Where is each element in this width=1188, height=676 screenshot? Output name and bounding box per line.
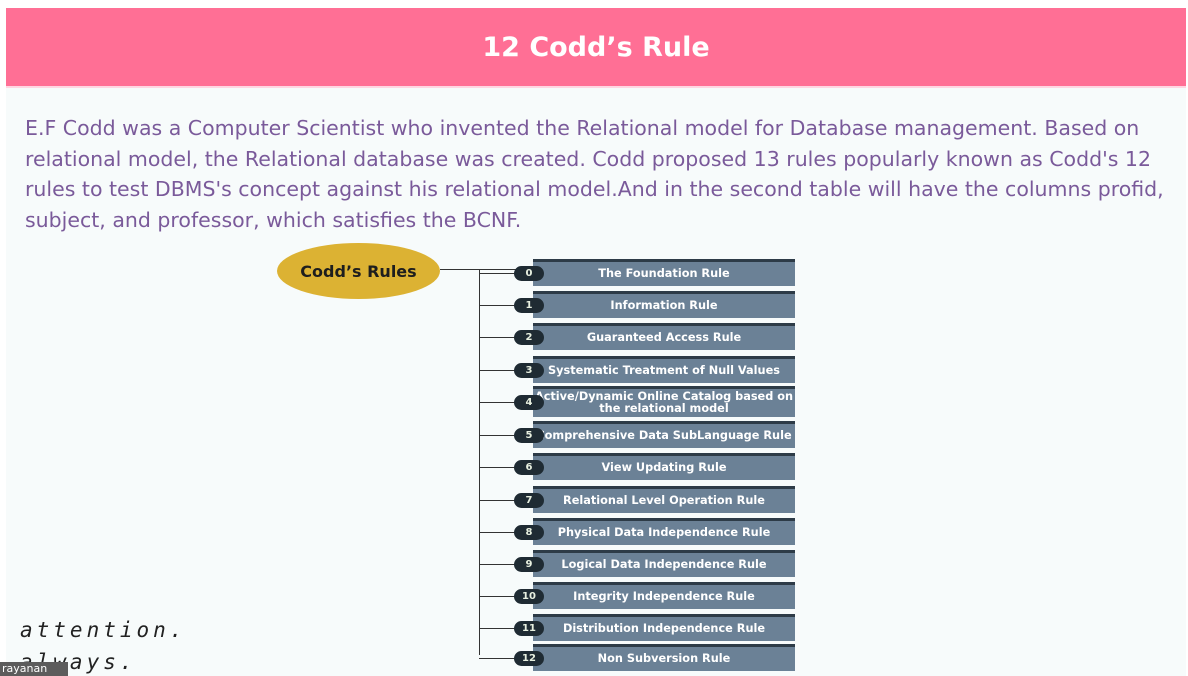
branch-line [479,628,516,629]
presenter-name-tag: rayanan [0,662,68,676]
connector-line [440,269,516,270]
rule-number-badge: 7 [514,493,544,508]
rule-box: Active/Dynamic Online Catalog based on t… [533,386,795,417]
rule-box: Logical Data Independence Rule [533,550,795,577]
rule-number-badge: 3 [514,363,544,378]
slide-paragraph: E.F Codd was a Computer Scientist who in… [25,116,1164,232]
rule-box: Relational Level Operation Rule [533,486,795,513]
rule-box: Integrity Independence Rule [533,582,795,609]
rule-number-badge: 2 [514,330,544,345]
branch-line [479,500,516,501]
rule-number-badge: 10 [514,589,544,604]
rule-box: Physical Data Independence Rule [533,518,795,545]
branch-line [479,564,516,565]
rule-number-badge: 6 [514,460,544,475]
branch-line [479,658,516,659]
slide-title-bar: 12 Codd’s Rule [6,8,1186,86]
rule-number-badge: 5 [514,428,544,443]
rule-number-badge: 4 [514,395,544,410]
rule-number-badge: 9 [514,557,544,572]
branch-line [479,337,516,338]
title-divider [6,86,1186,88]
branch-line [479,305,516,306]
branch-line [479,370,516,371]
rule-box: Systematic Treatment of Null Values [533,356,795,383]
rule-number-badge: 1 [514,298,544,313]
codd-rules-root: Codd’s Rules [277,243,440,299]
rule-number-badge: 8 [514,525,544,540]
rule-number-badge: 11 [514,621,544,636]
branch-line [479,273,516,274]
rule-box: Distribution Independence Rule [533,614,795,641]
rule-box: The Foundation Rule [533,259,795,286]
branch-line [479,435,516,436]
branch-line [479,596,516,597]
connector-trunk [479,269,480,655]
rule-box: Non Subversion Rule [533,644,795,671]
rule-box: Comprehensive Data SubLanguage Rule [533,421,795,448]
overlay-text-attention: attention. [20,618,187,642]
rule-number-badge: 0 [514,266,544,281]
branch-line [479,402,516,403]
rule-number-badge: 12 [514,651,544,666]
rule-box: View Updating Rule [533,453,795,480]
branch-line [479,467,516,468]
slide-title: 12 Codd’s Rule [482,31,710,63]
branch-line [479,532,516,533]
rule-box: Guaranteed Access Rule [533,323,795,350]
rule-box: Information Rule [533,291,795,318]
